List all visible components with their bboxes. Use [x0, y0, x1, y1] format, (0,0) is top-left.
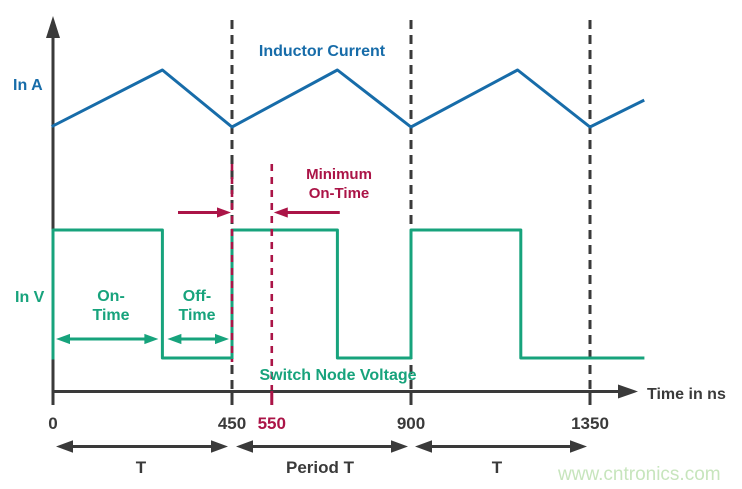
y-axis-arrow-icon	[46, 16, 60, 38]
t-right-arrow-right-head-icon	[570, 440, 587, 453]
x-tick-label-0: 0	[48, 414, 57, 433]
min-on-time-left-arrow-head-icon	[217, 207, 231, 218]
on-time-arrow-right-head-icon	[144, 333, 159, 345]
off-time-arrow-right-head-icon	[215, 333, 229, 345]
on-time-arrow-left-head-icon	[56, 333, 70, 345]
on-time-label-line2: Time	[92, 307, 129, 324]
min-on-time-label-line1: Minimum	[306, 166, 372, 183]
t-right-label: T	[492, 458, 503, 477]
waveform-series	[50, 68, 645, 360]
t-left-label: T	[136, 458, 147, 477]
switch-node-voltage-label: Switch Node Voltage	[259, 367, 416, 384]
min-on-time-right-arrow-head-icon	[273, 207, 288, 218]
off-time-label-line2: Time	[178, 307, 215, 324]
off-time-label-line1: Off-	[183, 288, 211, 305]
period-t-label: Period T	[286, 458, 355, 477]
x-tick-label-900: 900	[397, 414, 425, 433]
off-time-arrow-left-head-icon	[167, 333, 182, 345]
x-tick-label-550: 550	[258, 414, 286, 433]
x-tick-label-450: 450	[218, 414, 246, 433]
measure-arrows	[56, 207, 587, 453]
min-on-time-markers	[230, 164, 274, 390]
on-time-label-line1: On-	[97, 288, 125, 305]
watermark-text: www.cntronics.com	[557, 464, 721, 485]
t-left-arrow-left-head-icon	[56, 440, 73, 453]
x-axis-title: Time in ns	[647, 386, 726, 403]
series-inductor-current	[50, 68, 645, 129]
min-on-time-label-line2: On-Time	[309, 185, 370, 202]
t-right-arrow-left-head-icon	[415, 440, 432, 453]
series-switch-node-voltage	[51, 228, 645, 360]
t-left-arrow-right-head-icon	[211, 440, 228, 453]
x-tick-label-1350: 1350	[571, 414, 609, 433]
inductor-current-label: Inductor Current	[259, 43, 386, 60]
x-axis-ticks: 0 450 550 900 1350	[48, 391, 609, 433]
period-t-arrow-right-head-icon	[391, 440, 408, 453]
x-axis-arrow-icon	[618, 384, 638, 399]
y-axis-label-current: In A	[13, 77, 43, 94]
period-t-arrow-left-head-icon	[236, 440, 253, 453]
y-axis-label-voltage: In V	[15, 289, 45, 306]
